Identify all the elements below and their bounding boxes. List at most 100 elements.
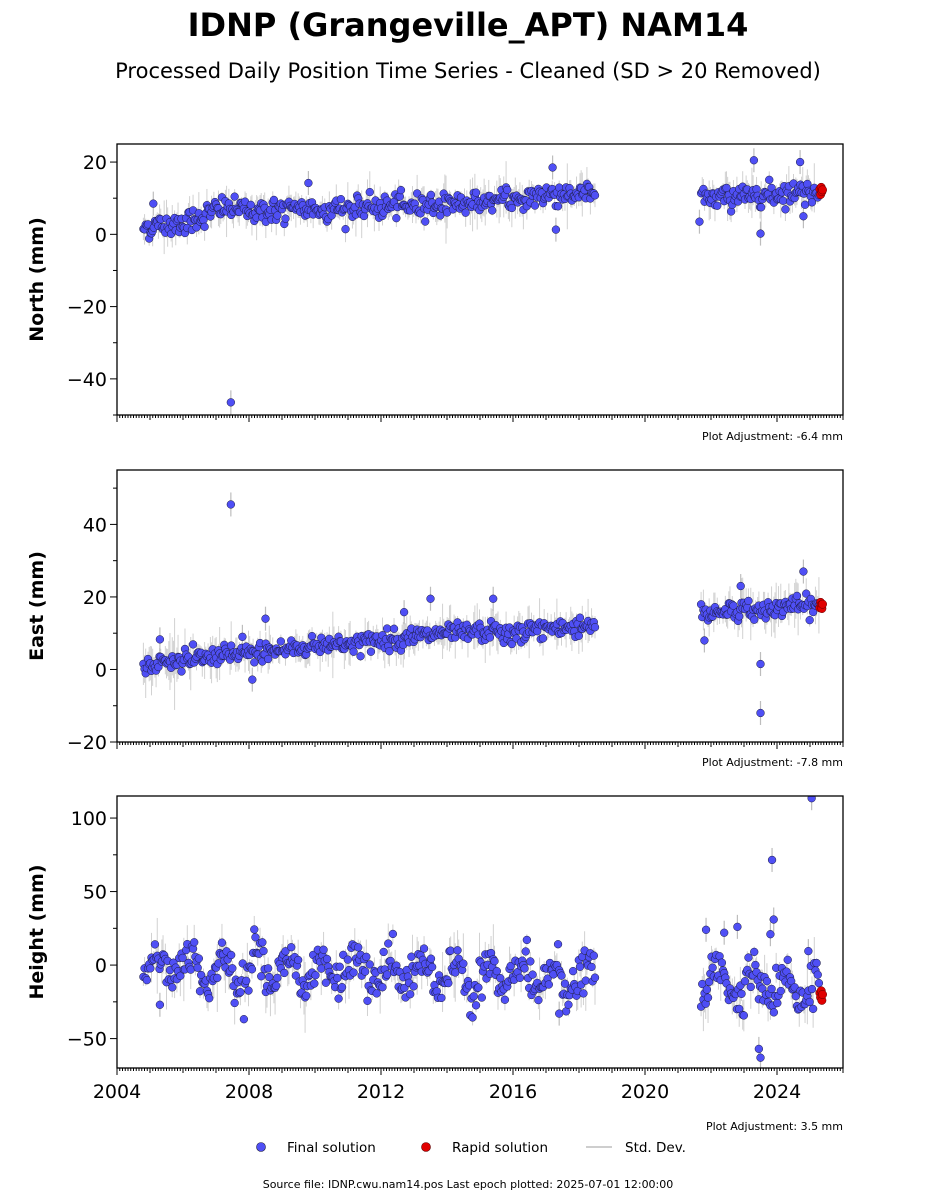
final-point [708,963,717,972]
final-point [803,179,812,189]
final-point [750,615,759,624]
height-final-points [139,796,824,1062]
chart-title: IDNP (Grangeville_APT) NAM14 [188,6,749,44]
final-point [589,951,598,960]
final-outlier-point [248,675,257,684]
final-point [406,990,415,999]
final-outlier-point [756,708,765,718]
y-tick-label: 0 [95,659,107,681]
final-point [228,964,237,973]
final-point [272,981,281,990]
final-point [503,185,512,195]
final-point [590,623,600,632]
final-point [146,964,155,973]
final-point [199,215,208,225]
final-point [534,995,543,1005]
final-point [765,175,774,184]
final-point [490,956,499,966]
height-y-label: Height (mm) [26,864,48,999]
final-point [800,200,810,209]
final-point [568,966,578,976]
final-point [469,992,478,1001]
final-point [735,612,744,621]
final-point [791,992,800,1001]
final-point [471,188,481,197]
final-point [168,983,177,992]
final-point [359,211,369,221]
final-point [528,970,537,979]
final-point [488,206,497,215]
final-point [750,947,759,957]
final-outlier-point [736,581,745,591]
final-outlier-point [756,1053,765,1062]
final-point [213,973,222,983]
final-point [310,979,319,988]
y-tick-label: 0 [95,955,107,977]
final-outlier-point [756,229,765,238]
final-point [307,632,317,641]
final-point [792,591,802,601]
height-x-axis: 2004 2008 2012 2016 2020 2024 [93,1068,844,1103]
final-point [746,982,755,992]
final-outlier-point [551,225,561,234]
east-plot-area [139,492,827,725]
final-point [409,982,418,991]
final-point [474,983,483,992]
final-point [421,217,430,226]
final-point [176,971,185,980]
final-point [762,977,772,986]
final-point [258,938,267,947]
final-point [365,960,374,969]
north-rapid-points [815,182,827,200]
final-point [244,986,253,995]
final-point [705,977,714,987]
final-point [247,965,257,974]
final-outlier-point [695,217,704,226]
final-point [363,996,372,1005]
final-point [428,962,437,972]
final-outlier-point [766,930,775,939]
final-point [250,658,259,667]
height-plot-area [139,796,827,1068]
final-point [590,191,600,200]
final-outlier-point [749,156,759,165]
final-point [273,973,282,983]
final-point [590,973,600,982]
final-point [507,203,516,213]
y-tick-label: 40 [83,514,107,536]
final-point [378,983,387,992]
final-point [200,222,209,231]
final-point [384,939,393,948]
final-point [459,959,468,968]
panel-north: 20 0 −20 −40 North (mm) Plot Adjustment: -6.4… [26,143,844,443]
final-point [250,925,259,934]
north-plot-adjustment: Plot Adjustment: -6.4 mm [702,430,843,443]
final-point [186,965,195,974]
final-point [365,187,374,197]
final-point [190,938,199,947]
final-point [227,950,236,960]
final-point [366,647,376,656]
final-point [246,200,255,209]
final-point [265,972,274,982]
final-point [544,980,553,989]
final-point [575,613,585,622]
final-outlier-point [226,398,236,407]
y-tick-label: −20 [67,297,107,319]
north-frame [116,143,844,416]
final-point [751,960,760,970]
final-point [807,198,817,207]
final-point [521,947,530,956]
final-point [281,947,290,956]
final-outlier-point [804,946,813,956]
final-point [740,977,750,986]
y-tick-label: 20 [83,152,107,174]
final-outlier-point [799,567,808,576]
final-point [778,196,788,205]
final-point [461,208,470,217]
x-tick-label: 2012 [357,1081,405,1103]
y-tick-label: 100 [71,808,107,830]
final-point [337,983,347,992]
final-point [389,624,399,633]
